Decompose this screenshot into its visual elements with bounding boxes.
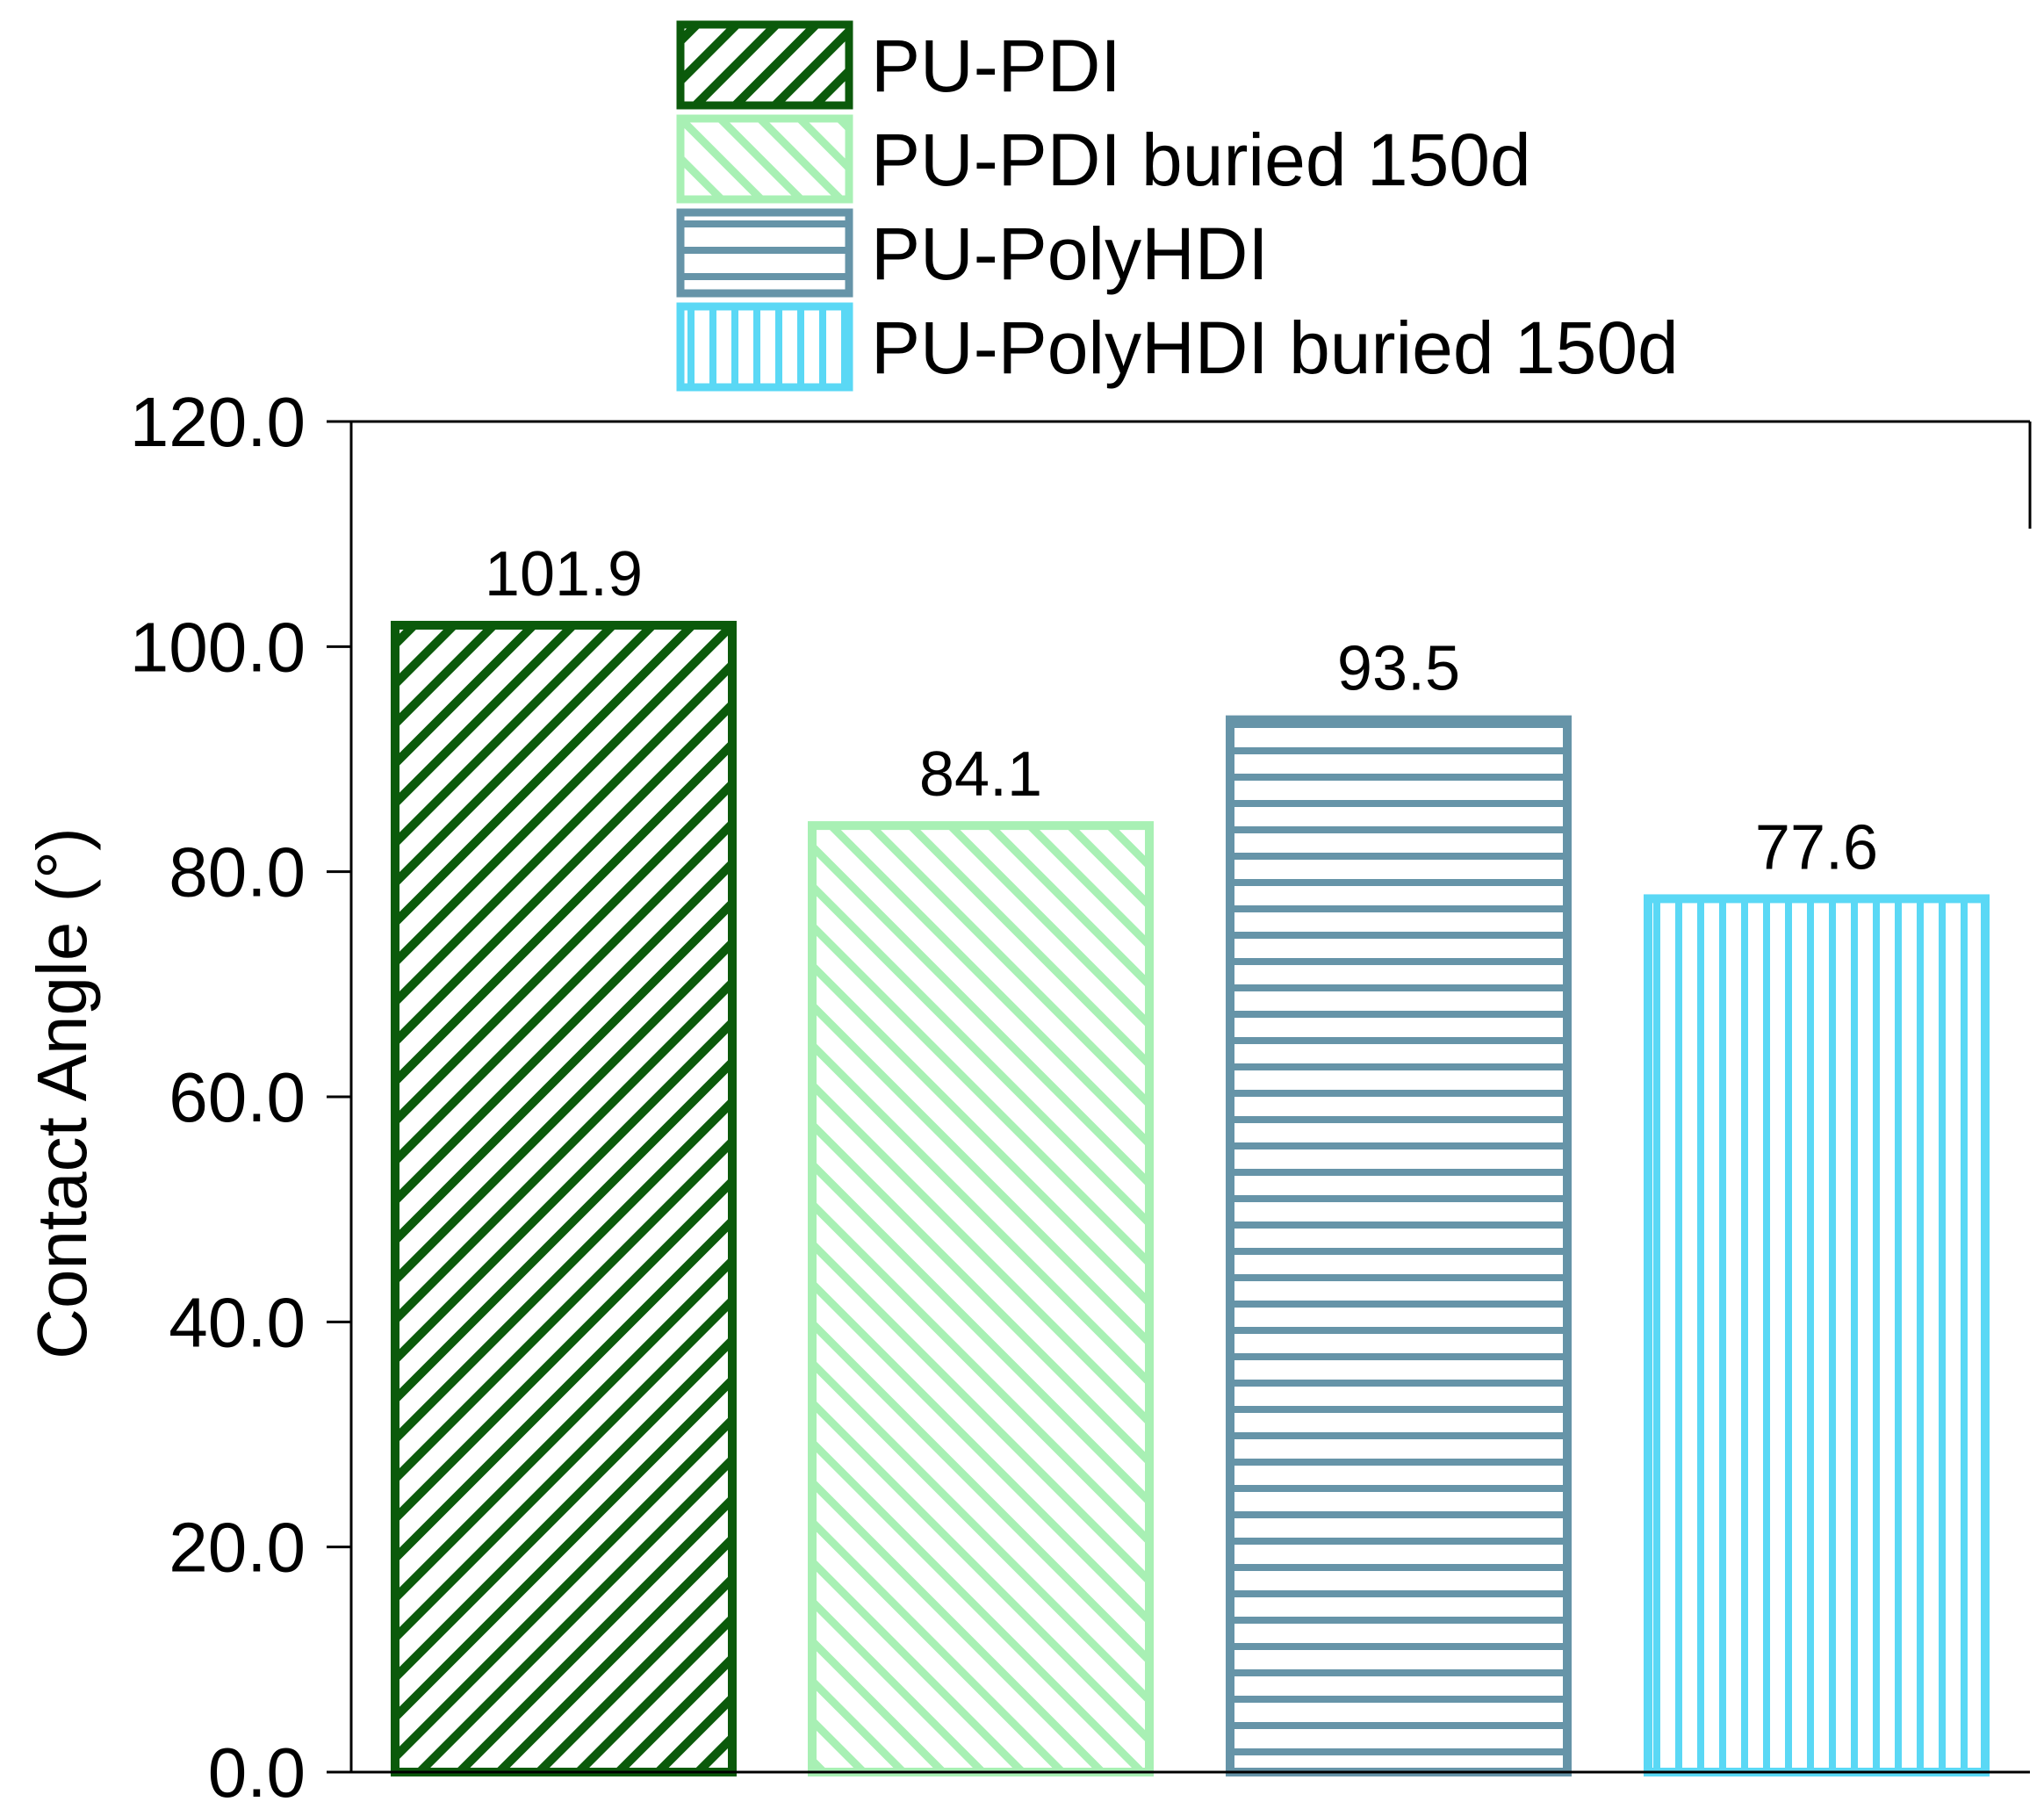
legend-swatch [676,302,853,392]
bar-value-label: 93.5 [1337,634,1460,704]
bar-value-label: 77.6 [1755,812,1878,883]
y-tick-label: 60.0 [169,1058,306,1136]
legend-swatch [676,114,853,204]
bar-value-label: 101.9 [485,539,643,609]
legend-swatch [676,208,853,298]
y-tick-label: 100.0 [130,608,306,686]
legend: PU-PDI PU-PDI buried 150d PU-PolyHDI PU-Pol… [676,20,1679,392]
y-tick-label: 40.0 [169,1283,306,1361]
y-tick-label: 120.0 [130,383,306,461]
bar-2 [808,821,1154,1777]
legend-label: PU-PolyHDI [871,213,1269,295]
legend-swatch [676,20,853,110]
legend-label: PU-PDI [871,25,1121,107]
bar-value-label: 84.1 [919,739,1042,810]
y-tick-label: 80.0 [169,833,306,912]
legend-label: PU-PDI buried 150d [871,119,1531,201]
value-labels: 101.9 84.1 93.5 77.6 [485,539,1878,883]
bar-4 [1644,894,1990,1776]
y-tick-label: 20.0 [169,1509,306,1587]
bars [391,620,1990,1777]
plot-area: 0.0 20.0 40.0 60.0 80.0 100.0 120.0 101.9 84.1 9… [130,383,2032,1812]
bar-3 [1226,715,1572,1776]
legend-label: PU-PolyHDI buried 150d [871,306,1679,389]
y-axis-title: Contact Angle (°) [23,827,101,1359]
bar-1 [391,620,737,1776]
y-axis: 0.0 20.0 40.0 60.0 80.0 100.0 120.0 [130,383,351,1812]
y-tick-label: 0.0 [208,1733,306,1812]
